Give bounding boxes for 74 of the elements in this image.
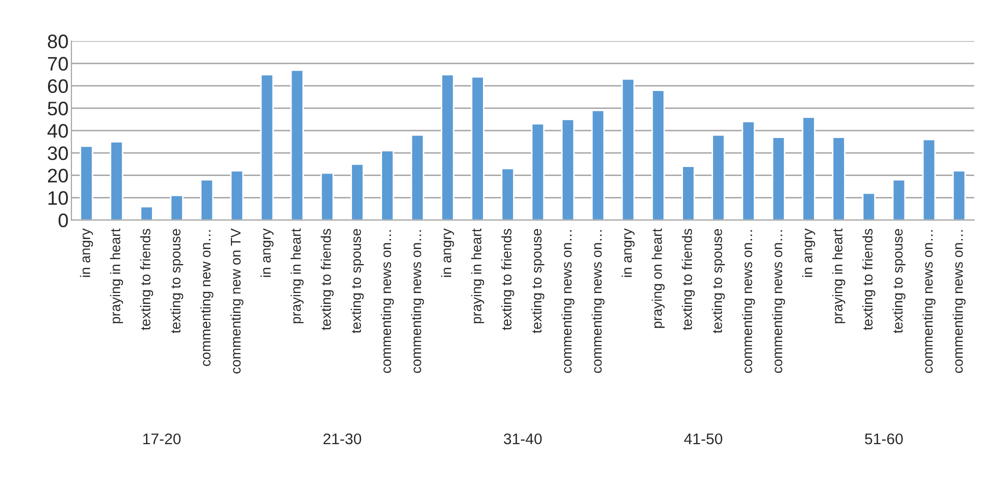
- bar: [260, 74, 274, 220]
- bar: [952, 170, 966, 220]
- x-tick-label: texting to spouse: [712, 228, 725, 334]
- text: 21-30: [323, 433, 362, 444]
- bar: [832, 136, 846, 220]
- x-tick-label: in angry: [441, 228, 454, 277]
- bar: [651, 90, 665, 220]
- bar: [591, 110, 605, 220]
- x-tick-label: texting to friends: [862, 228, 876, 330]
- x-tick-label: commenting news on…: [380, 230, 394, 373]
- y-tick-label: 70: [48, 56, 68, 71]
- bar: [440, 74, 454, 220]
- x-tick-label: praying in heart: [110, 228, 124, 324]
- bar: [170, 194, 184, 220]
- bar: [230, 170, 244, 220]
- bar: [501, 168, 514, 220]
- bar: [470, 76, 484, 220]
- x-tick-label: in angry: [80, 228, 93, 277]
- x-tick-label: texting to friends: [320, 228, 334, 330]
- bar: [772, 136, 786, 220]
- x-tick-label: texting to spouse: [531, 228, 544, 334]
- x-tick-label: texting to friends: [140, 228, 154, 330]
- x-tick-label: commenting news on…: [742, 230, 755, 373]
- bar: [922, 138, 936, 220]
- x-tick-label: commenting news on…: [952, 230, 966, 373]
- x-tick-label: in angry: [622, 228, 635, 277]
- x-tick-label: commenting new on TV: [230, 228, 244, 374]
- y-tick-label: 30: [48, 146, 68, 160]
- x-tick-label: texting to spouse: [350, 228, 364, 334]
- bar: [742, 120, 756, 220]
- bar: [140, 206, 154, 220]
- y-tick-label: 0: [58, 214, 68, 228]
- bar: [712, 134, 726, 220]
- bar: [682, 166, 695, 220]
- x-tick-label: praying in heart: [471, 228, 484, 324]
- text: 41-50: [684, 433, 722, 444]
- y-tick-label: 50: [48, 102, 68, 116]
- x-tick-label: commenting news on…: [410, 230, 424, 373]
- bar: [862, 192, 876, 220]
- bar: [320, 172, 334, 220]
- x-tick-label: commenting news on…: [772, 230, 786, 373]
- bar: [350, 163, 364, 220]
- x-tick-label: in angry: [260, 228, 274, 277]
- bar: [561, 118, 575, 220]
- x-tick-label: texting to spouse: [170, 228, 184, 334]
- bar: [802, 116, 816, 220]
- bar: [380, 150, 394, 220]
- x-tick-label: praying on heart: [652, 228, 665, 328]
- x-tick-label: commenting news on…: [922, 230, 936, 373]
- x-tick-label: texting to spouse: [892, 228, 906, 334]
- bar: [531, 123, 545, 220]
- x-tick-label: commenting news on…: [592, 230, 604, 373]
- bar: [892, 179, 906, 220]
- x-tick-label: praying in heart: [290, 228, 304, 324]
- bar: [80, 146, 94, 220]
- x-tick-label: commenting new on…: [200, 230, 214, 366]
- bar: [110, 141, 124, 220]
- y-tick-label: 10: [48, 191, 68, 205]
- y-tick-label: 20: [48, 168, 68, 183]
- y-tick-label: 80: [48, 34, 68, 48]
- text: 51-60: [864, 433, 903, 444]
- bar: [621, 78, 635, 220]
- bar: [290, 69, 304, 220]
- bar: [410, 134, 424, 220]
- y-tick-label: 40: [47, 124, 68, 138]
- x-tick-label: commenting news on…: [561, 230, 574, 373]
- x-tick-label: texting to friends: [501, 228, 514, 330]
- y-tick-label: 60: [48, 79, 68, 94]
- x-tick-label: in angry: [802, 228, 816, 277]
- bar: [200, 179, 214, 220]
- text: 31-40: [504, 433, 542, 444]
- text: 17-20: [143, 433, 181, 444]
- x-tick-label: praying in heart: [832, 228, 846, 324]
- x-tick-label: texting to friends: [682, 228, 695, 330]
